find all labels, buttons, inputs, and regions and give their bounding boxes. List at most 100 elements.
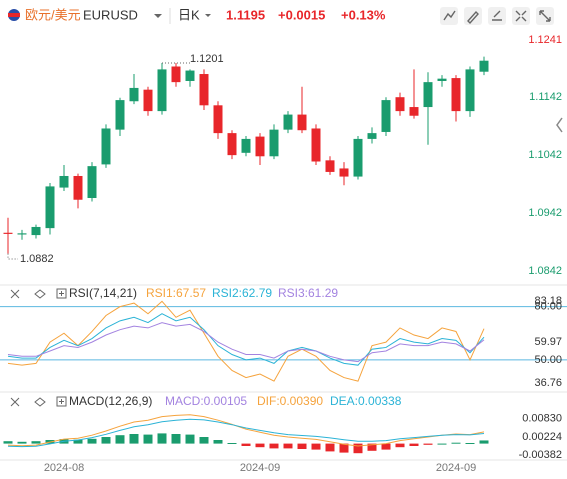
legend-entry: DEA:0.00338 [330,394,402,408]
macd-bar [395,443,405,448]
legend-entry: RSI3:61.29 [278,286,338,300]
y-tick-label: 1.0842 [528,265,562,277]
candle-body [269,129,279,157]
macd-bar [325,443,335,452]
expand-icon[interactable] [56,396,67,407]
candle-body [45,186,55,229]
candle-body [227,133,237,156]
rsi-line [7,300,485,382]
macd-bar [227,443,237,444]
y-tick-label: 0.00224 [522,431,562,443]
candle-body [479,60,489,72]
macd-bar [115,435,125,444]
macd-bar [381,443,391,450]
edit-icon[interactable] [492,10,502,21]
annotation-leader [7,253,18,260]
candle-body [339,168,349,177]
macd-bar [73,439,83,444]
candle-body [17,233,27,235]
macd-title: MACD(12,26,9) [69,394,152,408]
period[interactable]: 日K [178,7,200,22]
macd-bar [479,440,489,444]
macd-bar [3,441,13,444]
candle-body [297,114,307,131]
dropdown-icon[interactable] [205,14,211,17]
legend-entry: RSI1:67.57 [146,286,206,300]
macd-bar [423,443,433,445]
plus-icon[interactable] [59,399,64,404]
expand-icon[interactable] [56,288,67,299]
rsi-header [10,288,67,299]
candle-body [157,69,167,112]
macd-bar [465,443,475,444]
collapse-arrow[interactable] [556,117,563,133]
close-icon[interactable] [10,397,20,407]
symbol[interactable]: EURUSD [83,7,138,22]
dropdown-icon[interactable] [154,14,162,18]
rsi-line [7,322,485,363]
header: 欧元/美元 EURUSD 日K 1.1195 +0.0015 +0.13% [8,7,554,25]
indicator-icon[interactable] [443,10,456,21]
rsi-line [7,313,485,366]
candle-body [465,69,475,112]
macd-bar [451,442,461,444]
price: 1.1195 [226,7,265,22]
y-tick-label: 1.1042 [528,149,562,161]
candle-body [437,78,447,81]
candle-body [311,128,321,162]
macd-bar [143,434,153,444]
macd-bar [87,438,97,444]
macd-bar [199,437,209,444]
macd-bar [311,443,321,450]
candle-body [255,136,265,157]
y-tick-label: 59.97 [534,336,562,348]
candle-body [367,133,377,139]
macd-line [7,414,485,447]
macd-bar [339,443,349,453]
x-tick-label: 2024-09 [436,462,476,474]
tool-button[interactable] [440,7,458,25]
draw-icon[interactable] [467,10,479,25]
pair-name: 欧元/美元 [25,7,81,22]
legend-entry: MACD:0.00105 [165,394,247,408]
legend-entry: DIF:0.00390 [257,394,323,408]
candle-body [87,166,97,198]
settings-icon[interactable] [34,289,46,299]
change: +0.0015 [278,7,325,22]
compress-icon[interactable] [515,10,527,22]
candle-body [325,160,335,172]
macd-bar [367,443,377,451]
tool-button[interactable] [512,7,530,25]
y-tick-label: 1.0942 [528,207,562,219]
x-tick-label: 2024-09 [240,462,280,474]
tool-button[interactable] [488,7,506,25]
macd-bar [101,437,111,444]
macd-bar [437,443,447,445]
expand-icon[interactable] [539,10,551,22]
candle-body [3,232,13,234]
high-annotation: 1.1201 [190,53,224,65]
flag-stripe [8,13,20,17]
macd-bar [213,440,223,444]
rsi-title: RSI(7,14,21) [69,286,137,300]
macd-header [10,396,67,407]
candle-body [115,100,125,130]
macd-bar [297,443,307,449]
macd-bar [353,443,363,454]
candle-body [73,175,83,200]
candle-body [283,114,293,130]
y-tick-label: 50.00 [534,354,562,366]
candle-body [451,78,461,112]
settings-icon[interactable] [34,397,46,407]
change-pct: +0.13% [341,7,386,22]
candle-body [129,87,139,102]
low-annotation: 1.0882 [20,253,54,265]
macd-bar [269,443,279,449]
candle-body [395,97,405,112]
candle-body [31,226,41,236]
close-icon[interactable] [10,289,20,299]
x-tick-label: 2024-08 [44,462,84,474]
y-tick-label: 83.18 [534,295,562,307]
plus-icon[interactable] [59,291,64,296]
